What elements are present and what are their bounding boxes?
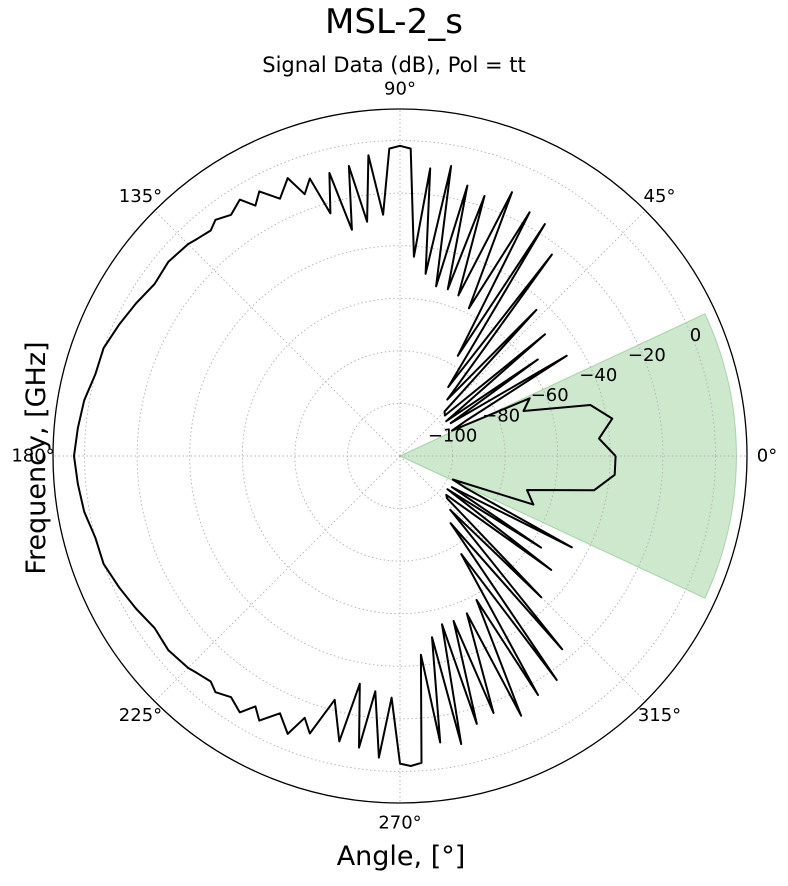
radial-grid-circle [241,297,559,615]
angular-grid-line [154,455,401,702]
angle-tick-label: 45° [644,186,676,207]
angle-tick-label: 0° [757,446,777,467]
radial-grid-circle [136,192,664,720]
radial-tick-label: −20 [628,345,666,366]
angle-tick-label: 90° [384,79,416,100]
radial-tick-label: −60 [531,385,569,406]
y-axis-label: Frequency, [GHz] [21,341,52,575]
radial-grid-circle [189,245,611,667]
figure-suptitle: MSL-2_s [325,2,463,42]
angle-tick-label: 270° [378,813,421,834]
radial-grid-circle [84,140,716,772]
angle-tick-label: 225° [119,705,162,726]
angle-tick-label: 180° [11,446,54,467]
polar-frame [52,108,748,804]
grid-layer [53,109,747,803]
chart-title: Signal Data (dB), Pol = tt [262,53,526,77]
radial-tick-label: −40 [579,365,617,386]
radial-tick-label: −100 [428,425,477,446]
angular-grid-line [154,210,401,457]
angle-tick-labels: 0° 45° 90° 135° 180° 225° 270° 315° [11,79,777,834]
series-layer [73,144,617,767]
angle-tick-label: 135° [119,186,162,207]
radial-tick-labels: −100−80 −60 −40 −20 0 [428,325,701,447]
radial-tick-label: 0 [690,325,701,346]
x-axis-label: Angle, [°] [336,841,466,872]
series-line [73,144,617,767]
angle-tick-label: 315° [638,705,681,726]
radial-tick-label: −80 [482,405,520,426]
angular-grid-line [399,210,646,457]
